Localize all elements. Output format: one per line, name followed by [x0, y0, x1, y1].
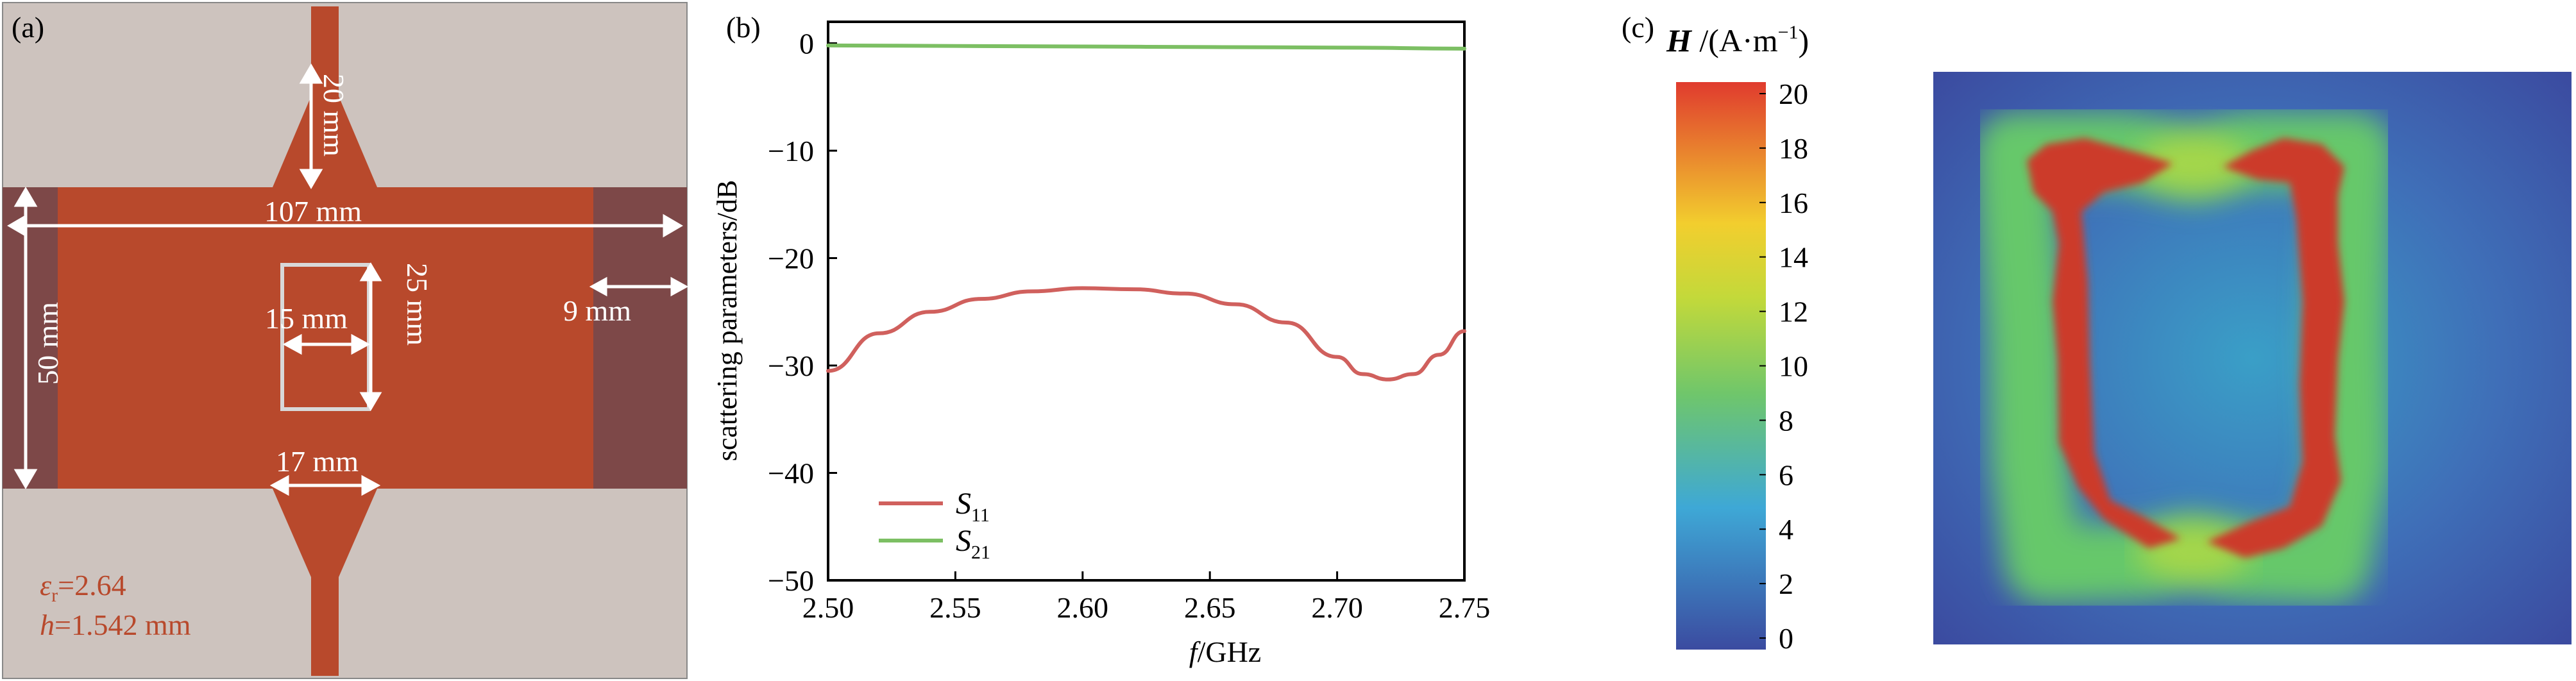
y-tick-label: 0 — [799, 28, 814, 60]
legend-label-s11: S11 — [956, 487, 990, 526]
colorbar-tick-label: 6 — [1779, 458, 1793, 491]
dim-edge-width: 9 mm — [563, 294, 631, 327]
left-edge-band — [3, 187, 58, 489]
dim-slot-width: 15 mm — [265, 302, 348, 335]
dim-patch-height: 50 mm — [31, 302, 64, 385]
x-tick-label: 2.60 — [1057, 591, 1109, 624]
x-axis-title: f/GHz — [1189, 635, 1261, 668]
right-edge-band — [593, 187, 687, 489]
colorbar-tick-label: 4 — [1779, 513, 1793, 546]
x-tick-label: 2.70 — [1311, 591, 1363, 624]
y-tick-label: −40 — [768, 457, 814, 490]
x-tick-label: 2.65 — [1184, 591, 1236, 624]
x-tick-label: 2.55 — [929, 591, 981, 624]
colorbar-tick-label: 14 — [1779, 241, 1808, 274]
panel-a-label: (a) — [12, 11, 44, 44]
dim-slot-height: 25 mm — [401, 263, 434, 346]
colorbar — [1676, 82, 1766, 650]
panel-c-label: (c) — [1622, 11, 1654, 44]
panel-b-label: (b) — [726, 11, 761, 44]
panel-a-geometry: (a) 20 mm 107 mm — [2, 2, 689, 679]
series-line-s11 — [826, 286, 1466, 382]
thickness-label: h=1.542 mm — [40, 609, 191, 641]
colorbar-tick-label: 16 — [1779, 187, 1808, 219]
dim-feed-length: 20 mm — [318, 74, 350, 156]
plot-frame — [827, 21, 1466, 582]
y-tick-label: −30 — [768, 349, 814, 382]
x-tick-label: 2.50 — [802, 591, 854, 624]
colorbar-tick-label: 12 — [1779, 296, 1808, 328]
series-line-s21 — [826, 43, 1466, 51]
field-map — [1933, 72, 2572, 644]
colorbar-title: H /(A·m−1) — [1666, 22, 1809, 58]
colorbar-tick-label: 10 — [1779, 350, 1808, 383]
y-axis-title: scattering parameters/dB — [711, 180, 743, 462]
x-tick-label: 2.75 — [1439, 591, 1491, 624]
center-slot — [280, 263, 371, 411]
legend-label-s21: S21 — [956, 524, 990, 563]
y-tick-label: −50 — [768, 564, 814, 597]
colorbar-tick-label: 0 — [1779, 622, 1793, 655]
permittivity-label: εr=2.64 — [40, 569, 126, 606]
colorbar-tick-label: 18 — [1779, 132, 1808, 165]
colorbar-tick-label: 2 — [1779, 568, 1793, 600]
y-tick-label: −20 — [768, 242, 814, 275]
colorbar-tick-label: 20 — [1779, 78, 1808, 110]
copper-patch — [3, 6, 684, 676]
y-tick-label: −10 — [768, 135, 814, 167]
dim-taper-width: 17 mm — [276, 445, 359, 478]
colorbar-tick-label: 8 — [1779, 404, 1793, 437]
dim-total-width: 107 mm — [264, 195, 362, 228]
panel-b-chart: (b) 2.50 2.55 2.60 2.65 2.70 2.75 0 −10 −20 −30 −4… — [711, 11, 1491, 668]
